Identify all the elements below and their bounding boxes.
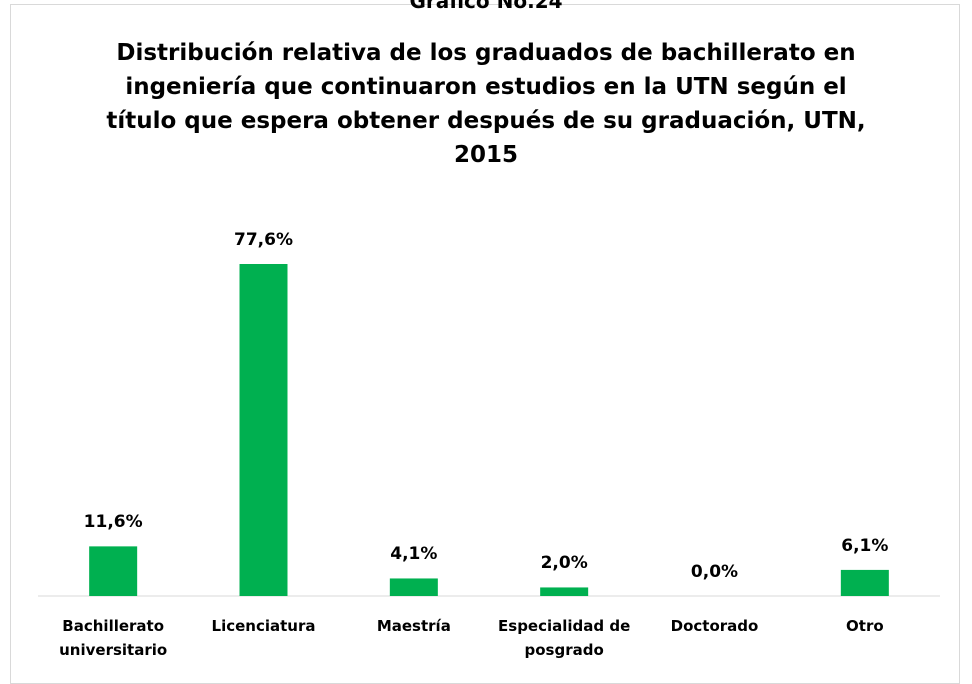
value-label: 11,6% (83, 512, 143, 533)
x-tick-label: Bachillerato universitario (59, 617, 168, 659)
x-tick-label: Especialidad de posgrado (498, 617, 631, 659)
value-label: 4,1% (390, 544, 438, 565)
x-tick-label: Maestría (376, 617, 451, 635)
bar (540, 587, 589, 596)
value-label: 6,1% (841, 535, 889, 556)
bar (389, 578, 438, 596)
x-tick-label: Licenciatura (211, 617, 316, 635)
chart-supertitle: Gráfico No.24 (409, 0, 563, 13)
value-label: 0,0% (690, 562, 739, 582)
bar (89, 546, 138, 596)
bar (840, 569, 889, 596)
bar (239, 264, 288, 596)
chart-title: Distribución relativa de los graduados d… (106, 40, 866, 168)
x-tick-label: Otro (846, 617, 884, 635)
value-label: 77,6% (234, 230, 293, 250)
x-tick-label: Doctorado (670, 617, 759, 635)
value-label: 2,0% (540, 553, 588, 574)
